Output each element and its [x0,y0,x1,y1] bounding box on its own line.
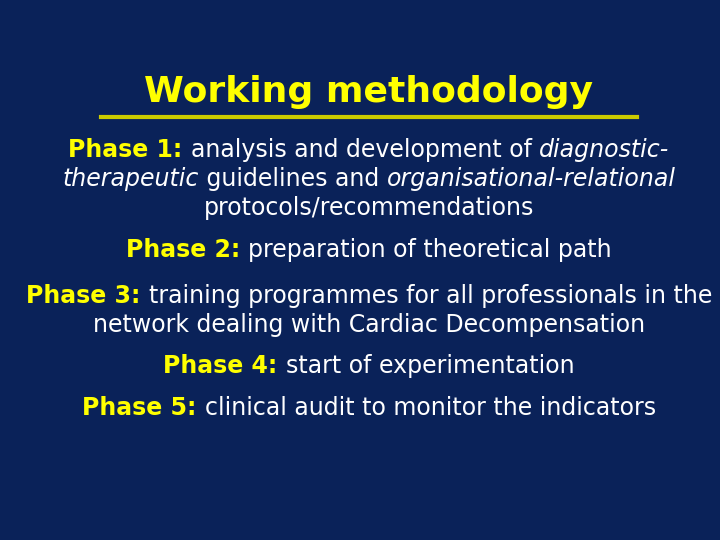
Text: guidelines and: guidelines and [199,167,387,191]
Text: Phase 2:: Phase 2: [126,238,248,262]
Text: preparation of theoretical path: preparation of theoretical path [248,238,612,262]
Text: Phase 4:: Phase 4: [163,354,286,378]
Text: diagnostic-: diagnostic- [539,138,670,162]
Text: analysis and development of: analysis and development of [191,138,539,162]
Text: Phase 3:: Phase 3: [26,284,148,308]
Text: Phase 5:: Phase 5: [82,396,204,420]
Text: Working methodology: Working methodology [145,75,593,109]
Text: network dealing with Cardiac Decompensation: network dealing with Cardiac Decompensat… [93,313,645,336]
Text: clinical audit to monitor the indicators: clinical audit to monitor the indicators [204,396,656,420]
Text: training programmes for all professionals in the: training programmes for all professional… [148,284,712,308]
Text: therapeutic: therapeutic [63,167,199,191]
Text: organisational-relational: organisational-relational [387,167,675,191]
Text: protocols/recommendations: protocols/recommendations [204,196,534,220]
Text: Phase 1:: Phase 1: [68,138,191,162]
Text: start of experimentation: start of experimentation [286,354,575,378]
